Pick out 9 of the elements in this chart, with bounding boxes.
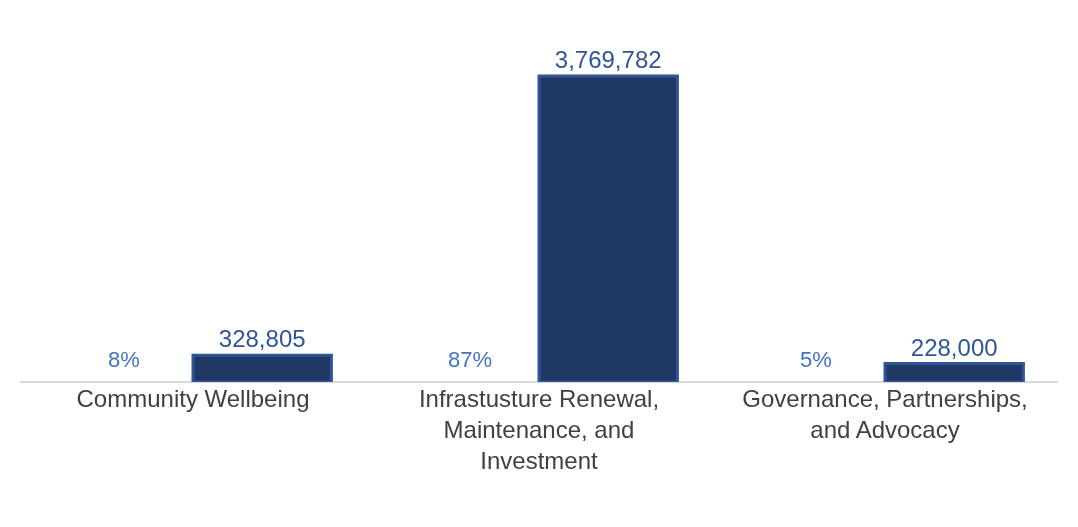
data-label: 3,769,782: [554, 46, 662, 74]
annotation: 87%: [448, 347, 493, 372]
data-label: 328,805: [218, 325, 306, 353]
x-tick-label: Community Wellbeing: [76, 385, 310, 412]
annotation: 5%: [800, 347, 832, 372]
x-tick-label: Governance, Partnerships, and Advocacy: [742, 385, 1028, 444]
x-tick-label: Infrastusture Renewal, Maintenance, and Investment: [418, 385, 660, 475]
data-label: 228,000: [910, 333, 998, 361]
annotation: 8%: [108, 347, 140, 372]
